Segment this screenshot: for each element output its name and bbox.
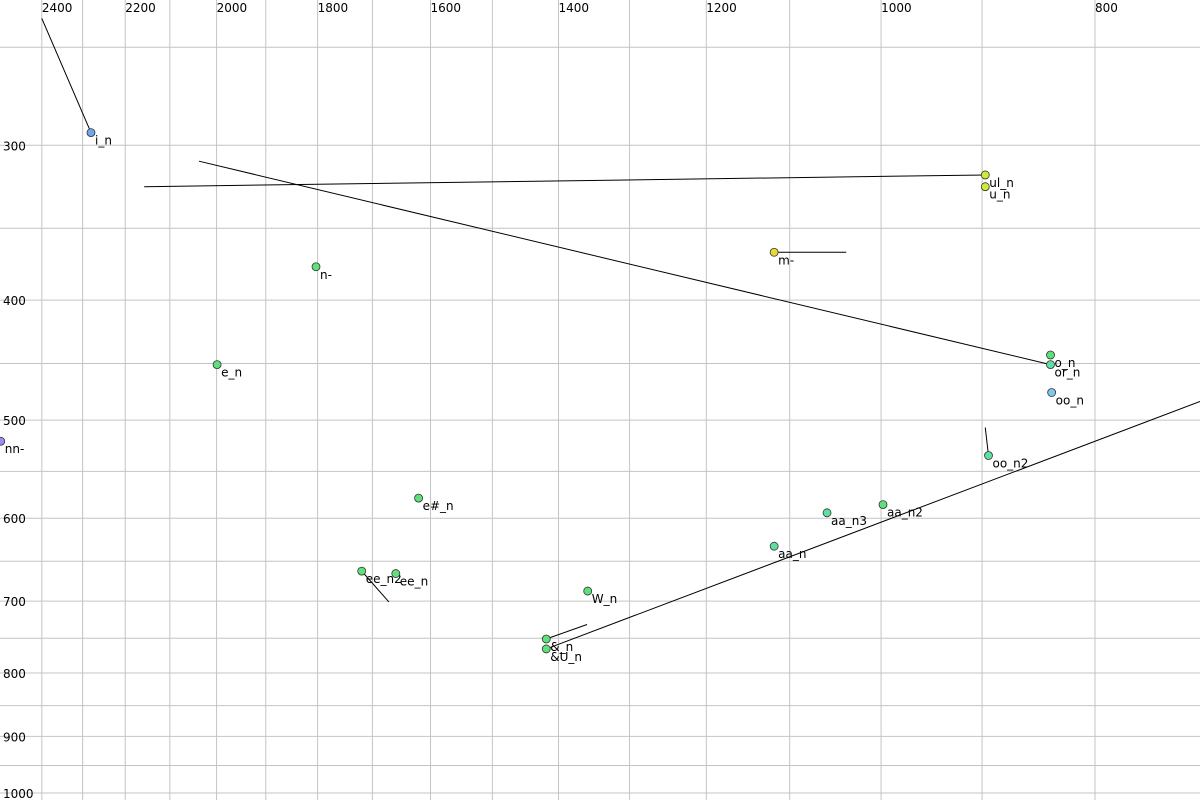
point — [357, 566, 367, 576]
point — [0, 436, 6, 446]
point-label: e#_n — [423, 499, 454, 513]
y-tick-label: 600 — [3, 512, 26, 526]
trajectory — [144, 174, 986, 188]
y-tick-label: 400 — [3, 294, 26, 308]
y-tick-label: 1000 — [3, 787, 34, 800]
point-label: o_n — [1055, 356, 1076, 370]
point — [541, 644, 551, 654]
point-label: W_n — [592, 592, 617, 606]
point — [769, 247, 779, 257]
x-tick-label: 800 — [1095, 1, 1118, 15]
x-tick-label: 2000 — [217, 1, 248, 15]
point-label: aa_n — [778, 547, 806, 561]
point-label: aa_n2 — [887, 506, 923, 520]
x-tick-label: 1600 — [431, 1, 462, 15]
x-tick-label: 2200 — [125, 1, 156, 15]
y-tick-label: 800 — [3, 667, 26, 681]
x-tick-label: 1000 — [881, 1, 912, 15]
point-label: oo_n2 — [992, 457, 1028, 471]
point-label: &_n — [550, 640, 573, 654]
point — [878, 500, 888, 509]
y-tick-label: 700 — [3, 595, 26, 609]
point-label: &U_n — [550, 650, 582, 664]
point — [984, 451, 993, 460]
x-tick-label: 1200 — [706, 1, 737, 15]
point-label: aa_n3 — [831, 514, 867, 528]
trajectory — [546, 623, 588, 640]
point — [212, 360, 222, 370]
point-label: nn- — [5, 442, 25, 456]
point-label: m- — [778, 253, 794, 267]
point-label: e_n — [221, 366, 242, 380]
point — [769, 541, 779, 551]
point — [822, 508, 832, 518]
x-tick-label: 1400 — [559, 1, 590, 15]
trajectory — [198, 160, 1051, 366]
point — [1047, 388, 1057, 397]
point — [980, 182, 990, 192]
trajectory — [546, 401, 1200, 650]
y-tick-label: 900 — [3, 730, 26, 744]
point-label: u_n — [989, 188, 1010, 202]
point — [391, 569, 401, 578]
trajectory — [984, 427, 989, 456]
point — [1046, 360, 1055, 370]
point — [86, 128, 96, 137]
point — [583, 586, 593, 596]
point — [414, 493, 424, 503]
point-label: ee_n — [400, 575, 428, 589]
x-tick-label: 1800 — [318, 1, 349, 15]
point — [980, 170, 990, 180]
point-label: oo_n — [1056, 394, 1084, 408]
point-label: n- — [320, 268, 332, 282]
point — [1046, 350, 1055, 360]
y-tick-label: 300 — [3, 139, 26, 153]
point-label: ul_n — [989, 176, 1014, 190]
trajectory — [41, 18, 92, 133]
x-tick-label: 2400 — [42, 1, 73, 15]
y-tick-label: 500 — [3, 414, 26, 428]
trajectory — [361, 570, 390, 603]
point — [311, 262, 321, 272]
point-label: i_n — [95, 134, 112, 148]
point-label: or_n — [1055, 366, 1081, 380]
point — [541, 634, 551, 644]
